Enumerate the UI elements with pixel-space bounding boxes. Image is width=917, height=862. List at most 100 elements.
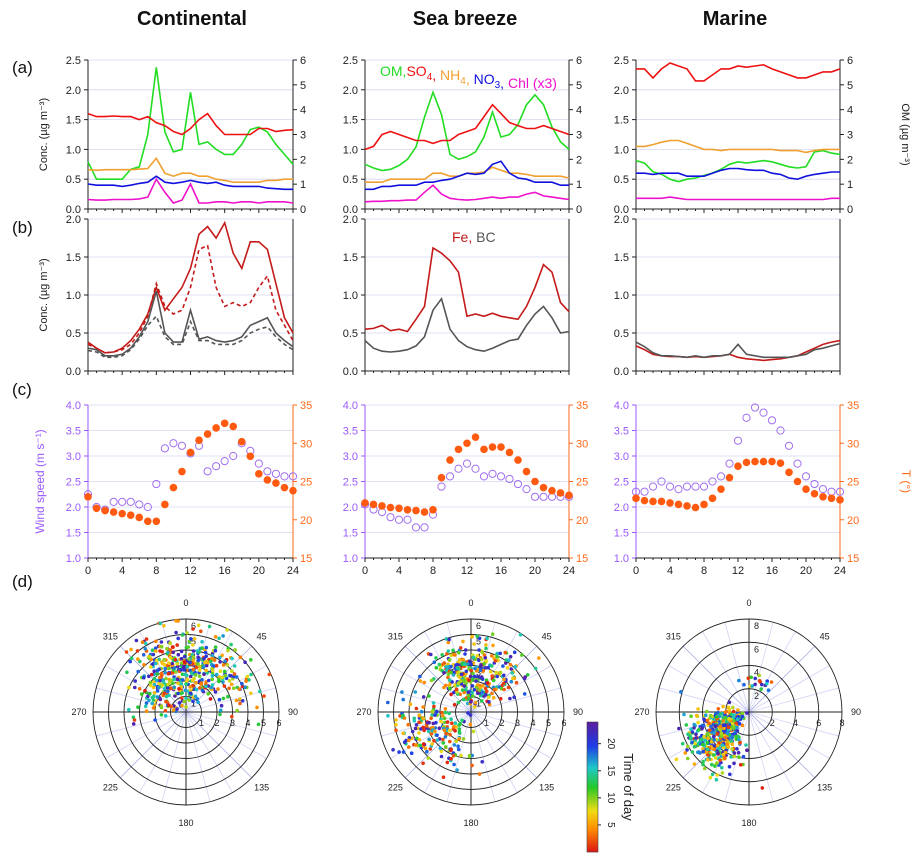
polar-point	[732, 754, 737, 759]
y-tick-label: 1.0	[66, 290, 81, 302]
wind-speed-point	[801, 472, 811, 481]
temperature-point	[403, 506, 412, 514]
y-tick-label: 1.0	[614, 553, 629, 565]
polar-point	[715, 761, 719, 765]
radial-tick-label: 6	[476, 621, 481, 631]
polar-point	[480, 650, 485, 655]
polar-point	[267, 672, 272, 677]
colorbar-band	[587, 747, 598, 749]
polar-point	[222, 669, 227, 674]
polar-point	[685, 756, 690, 761]
y2-tick-label: 2	[847, 154, 853, 166]
polar-point	[154, 649, 158, 653]
polar-point	[518, 633, 523, 637]
polar-point	[429, 732, 434, 736]
polar-point	[163, 686, 167, 691]
polar-point	[159, 640, 164, 644]
wind-speed-point	[759, 408, 768, 417]
temperature-point	[819, 493, 827, 501]
y2-tick-label: 5	[576, 80, 582, 92]
polar-angle-label: 180	[741, 818, 756, 828]
polar-point	[746, 676, 751, 680]
temperature-point	[161, 500, 169, 509]
wind-speed-point	[212, 462, 221, 471]
colorbar-band	[587, 791, 598, 793]
polar-point	[176, 691, 180, 696]
polar-point	[702, 718, 707, 723]
polar-point	[139, 692, 144, 696]
polar-point	[495, 674, 500, 679]
temperature-point	[195, 436, 203, 444]
polar-point	[386, 714, 390, 718]
polar-point	[185, 631, 189, 635]
polar-point	[151, 652, 156, 657]
polar-point	[512, 650, 517, 655]
polar-point	[167, 693, 171, 698]
polar-point	[441, 713, 445, 718]
polar-angle-label: 45	[820, 631, 830, 641]
plot-c-2: 1.0 1.5 2.0 2.5 3.0 3.5 4.0 15 20 25 30 35 0 4 8 12 16 20…	[614, 400, 913, 577]
polar-angle-label: 225	[103, 783, 118, 793]
series-line-om	[87, 67, 294, 180]
polar-point	[477, 675, 481, 679]
polar-point	[167, 703, 171, 708]
polar-point	[509, 667, 513, 671]
polar-point	[183, 688, 188, 693]
polar-point	[484, 659, 489, 663]
polar-point	[721, 718, 726, 723]
temperature-point	[556, 489, 565, 497]
polar-point	[188, 674, 193, 679]
polar-point	[160, 683, 165, 687]
polar-point	[441, 737, 445, 742]
x-tick-label: 16	[219, 565, 231, 577]
polar-point	[699, 737, 703, 742]
plot-c-1: 1.0 1.5 2.0 2.5 3.0 3.5 4.0 15 20 25 30 35 0 4 8 12 16 20…	[343, 400, 589, 577]
y2-tick-label: 4	[847, 105, 853, 117]
polar-point	[421, 716, 426, 721]
polar-point	[705, 747, 710, 751]
polar-point	[143, 704, 148, 709]
wind-speed-point	[522, 485, 531, 494]
polar-point	[449, 717, 453, 721]
polar-point	[471, 729, 476, 734]
wind-speed-point	[229, 451, 238, 461]
polar-point	[468, 674, 473, 679]
polar-point	[210, 656, 214, 661]
colorbar-band	[587, 731, 598, 733]
polar-point	[227, 686, 231, 691]
colorbar-band	[587, 803, 598, 805]
radial-tick-label: 8	[839, 718, 844, 728]
x-tick-label: 24	[834, 565, 846, 577]
wind-speed-point	[539, 492, 548, 501]
colorbar-band	[587, 809, 598, 811]
polar-point	[437, 726, 442, 730]
polar-point	[180, 691, 184, 695]
polar-point	[472, 705, 477, 709]
polar-point	[152, 669, 156, 673]
polar-point	[749, 675, 753, 680]
polar-point	[712, 731, 716, 735]
polar-point	[697, 728, 701, 732]
polar-point	[735, 725, 739, 730]
polar-point	[214, 672, 219, 677]
polar-point	[685, 744, 690, 749]
polar-point	[136, 705, 140, 709]
y2-axis-label: OM (µg m⁻³)	[899, 103, 911, 165]
polar-point	[238, 655, 243, 659]
polar-point	[453, 729, 457, 733]
colorbar-band	[587, 722, 598, 724]
polar-point	[462, 678, 466, 683]
colorbar-band	[587, 774, 598, 776]
polar-point	[189, 671, 194, 675]
colorbar-band	[587, 804, 598, 806]
colorbar-band	[587, 837, 598, 839]
wind-speed-point	[462, 459, 472, 468]
polar-point	[480, 690, 485, 694]
polar-point	[431, 701, 436, 705]
colorbar-band	[587, 779, 598, 781]
polar-point	[717, 741, 721, 745]
series-line-fe	[87, 220, 294, 354]
y2-tick-label: 0	[300, 204, 306, 216]
polar-point	[477, 648, 481, 652]
wind-speed-point	[220, 457, 229, 466]
